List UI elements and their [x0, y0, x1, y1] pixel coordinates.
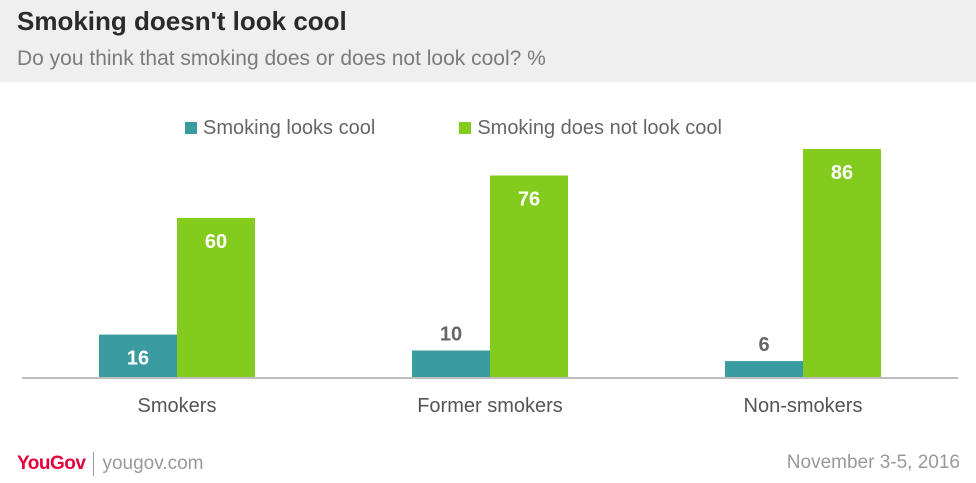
footer-site: yougov.com [102, 453, 204, 474]
yougov-logo: YouGov [17, 453, 86, 474]
category-label-former-smokers: Former smokers [417, 395, 563, 417]
legend-item-not-cool: Smoking does not look cool [459, 117, 722, 140]
footer-divider [93, 452, 95, 476]
chart-subtitle: Do you think that smoking does or does n… [17, 47, 546, 70]
bar-smokers-smoking-does-not-look-cool [177, 217, 255, 377]
bar-non-smokers-smoking-looks-cool [725, 361, 803, 377]
data-label-former-smokers-smoking-does-not-look-cool: 76 [518, 189, 540, 211]
legend-label-not-cool: Smoking does not look cool [477, 116, 722, 139]
data-label-smokers-smoking-does-not-look-cool: 60 [205, 231, 227, 253]
data-label-smokers-smoking-looks-cool: 16 [127, 348, 149, 370]
data-label-former-smokers-smoking-looks-cool: 10 [440, 323, 462, 345]
category-label-smokers: Smokers [138, 395, 217, 417]
bar-smokers-smoking-looks-cool [99, 334, 177, 377]
footer-branding: YouGov yougov.com [17, 452, 203, 476]
bar-non-smokers-smoking-does-not-look-cool [803, 149, 881, 377]
bar-former-smokers-smoking-does-not-look-cool [490, 175, 568, 377]
legend-swatch-looks-cool [185, 122, 197, 134]
legend-item-looks-cool: Smoking looks cool [185, 117, 375, 140]
legend-swatch-not-cool [459, 122, 472, 134]
data-label-non-smokers-smoking-does-not-look-cool: 86 [831, 162, 853, 184]
legend-label-looks-cool: Smoking looks cool [203, 116, 376, 139]
chart-title: Smoking doesn't look cool [17, 6, 347, 36]
chart-legend: Smoking looks cool Smoking does not look… [185, 116, 722, 140]
category-label-non-smokers: Non-smokers [744, 395, 863, 417]
data-label-non-smokers-smoking-looks-cool: 6 [758, 334, 769, 356]
footer-date: November 3-5, 2016 [786, 452, 960, 473]
chart-header: Smoking doesn't look cool Do you think t… [0, 0, 976, 82]
bar-former-smokers-smoking-looks-cool [412, 350, 490, 377]
